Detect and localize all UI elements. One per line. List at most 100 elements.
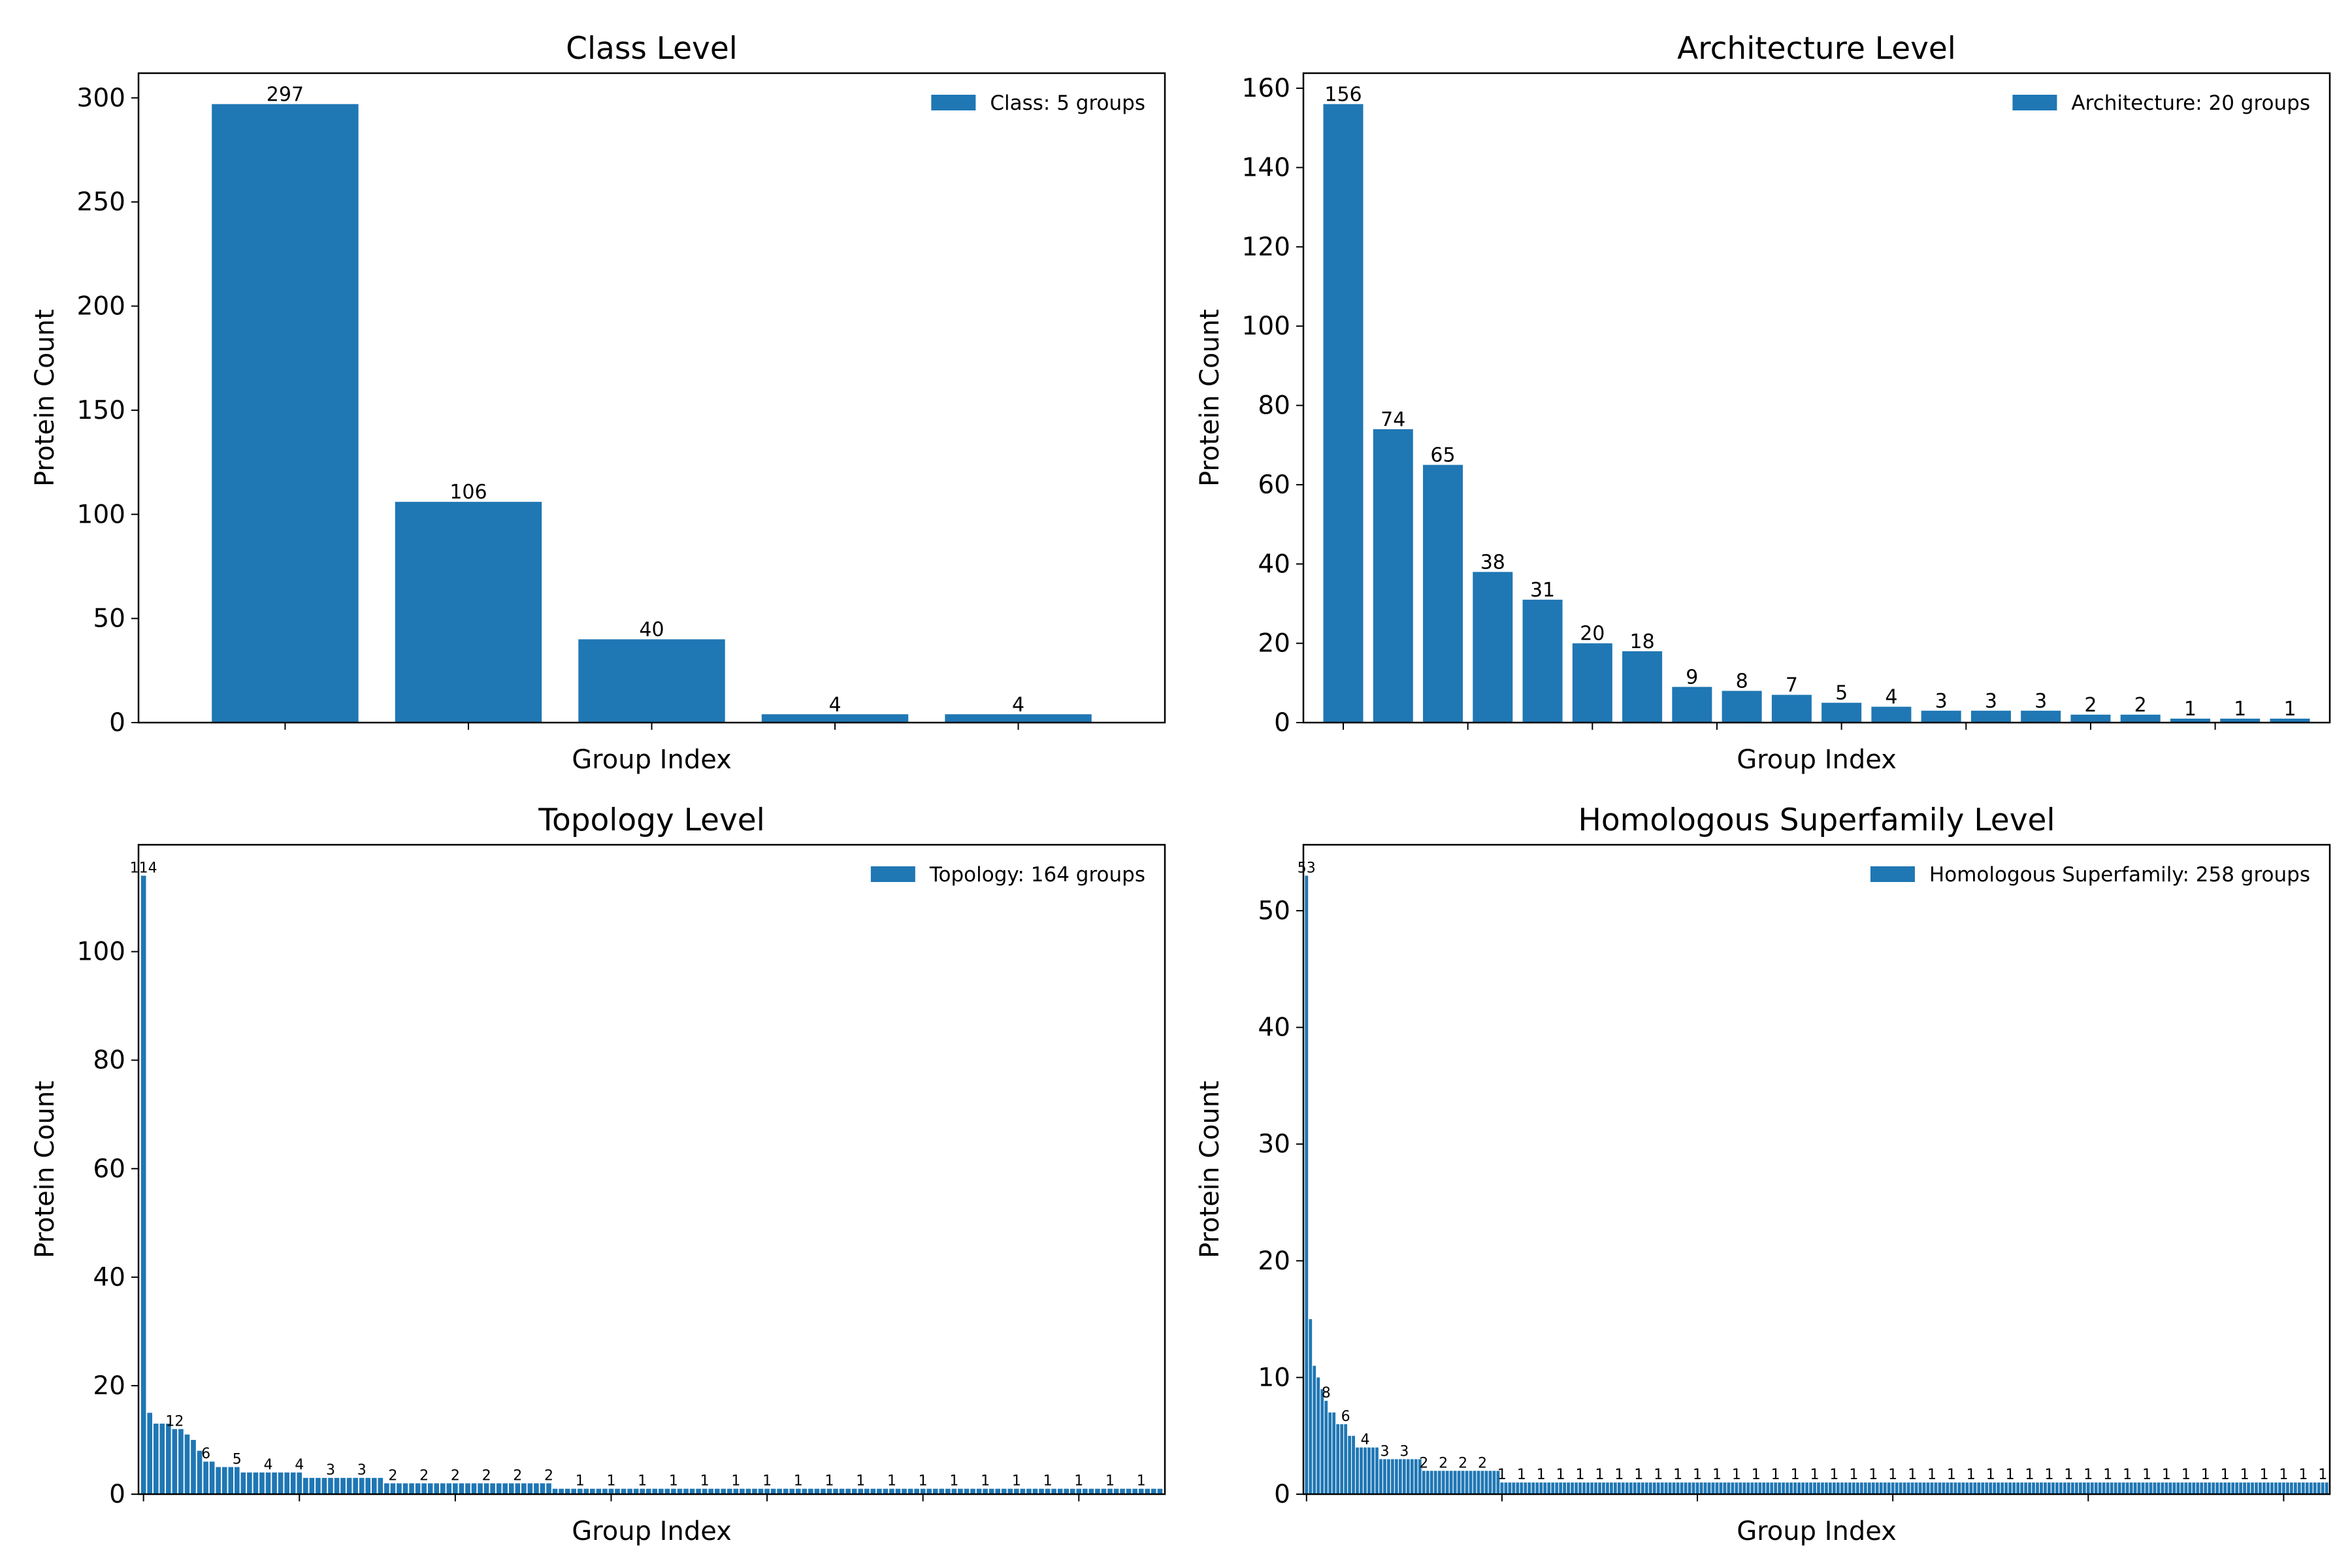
bar: [1750, 1482, 1754, 1494]
bar-value-label: 1: [1908, 1467, 1917, 1483]
y-tick-label: 40: [1258, 1013, 1290, 1043]
bar-value-label: 65: [1430, 444, 1455, 467]
bar-value-label: 114: [130, 860, 157, 876]
bar: [290, 1472, 296, 1494]
bar: [1543, 1482, 1547, 1494]
bar: [2055, 1482, 2059, 1494]
bar: [2317, 1482, 2321, 1494]
bar-value-label: 12: [165, 1413, 184, 1429]
bar: [1707, 1482, 1711, 1494]
bar-value-label: 8: [1736, 670, 1748, 693]
bar: [1508, 1482, 1512, 1494]
bar: [1477, 1471, 1480, 1494]
bar: [1719, 1482, 1723, 1494]
bar: [664, 1488, 670, 1494]
bar: [1371, 1447, 1375, 1494]
bar: [1422, 1471, 1426, 1494]
bar: [1633, 1482, 1637, 1494]
bar-value-label: 2: [451, 1467, 460, 1484]
bar: [2208, 1482, 2212, 1494]
bar-value-label: 1: [1693, 1467, 1702, 1483]
x-axis-label: Group Index: [572, 745, 732, 775]
bar: [1676, 1482, 1680, 1494]
bar: [1930, 1482, 1934, 1494]
bar: [2200, 1482, 2204, 1494]
bar: [147, 1413, 152, 1494]
bar: [1313, 1365, 1316, 1494]
y-tick-label: 200: [77, 292, 125, 321]
x-axis: [284, 723, 1019, 730]
bar-value-label: 1: [2044, 1467, 2053, 1483]
bar: [2227, 1482, 2231, 1494]
legend: Class: 5 groups: [931, 91, 1145, 115]
bar: [1590, 1482, 1593, 1494]
legend-swatch: [870, 866, 915, 882]
bar: [1910, 1482, 1914, 1494]
bar-value-label: 20: [1580, 623, 1605, 645]
bar: [895, 1488, 901, 1494]
bar-value-label: 53: [1298, 860, 1316, 876]
bar: [2110, 1482, 2114, 1494]
bar: [2063, 1482, 2066, 1494]
bar: [1057, 1488, 1063, 1494]
y-tick-label: 150: [77, 396, 125, 425]
bar: [764, 1488, 770, 1494]
bar: [272, 1472, 277, 1494]
bar: [696, 1488, 701, 1494]
bar: [976, 1488, 982, 1494]
bar: [2255, 1482, 2258, 1494]
bar: [1309, 1319, 1313, 1494]
bar: [1145, 1488, 1151, 1494]
bar: [2321, 1482, 2325, 1494]
bar: [197, 1450, 203, 1494]
bar: [640, 1488, 645, 1494]
bar-value-label: 2: [482, 1467, 491, 1484]
bar: [1602, 1482, 1605, 1494]
bar: [1101, 1488, 1107, 1494]
bar: [1423, 465, 1463, 723]
y-tick-label: 40: [1258, 549, 1290, 579]
bar: [2247, 1482, 2250, 1494]
bar: [645, 1488, 651, 1494]
bar-value-label: 1: [919, 1473, 928, 1490]
bar: [1887, 1482, 1891, 1494]
bar: [1316, 1377, 1320, 1494]
bar: [1402, 1459, 1406, 1494]
bar-value-label: 1: [2006, 1467, 2015, 1483]
bar: [1746, 1482, 1750, 1494]
bar-value-label: 1: [2142, 1467, 2151, 1483]
y-tick-label: 20: [93, 1371, 125, 1401]
bar: [415, 1483, 421, 1494]
bar: [515, 1483, 521, 1494]
bar: [1622, 651, 1663, 723]
legend-swatch: [931, 95, 976, 110]
bar: [1387, 1459, 1390, 1494]
bar-value-label: 1: [1829, 1467, 1838, 1483]
bar: [577, 1488, 583, 1494]
bar: [926, 1488, 932, 1494]
bar: [1711, 1482, 1715, 1494]
bar-value-label: 1: [2123, 1467, 2132, 1483]
bar-value-label: 1: [2064, 1467, 2073, 1483]
bar: [1500, 1482, 1504, 1494]
bar: [1809, 1482, 1812, 1494]
bar: [789, 1488, 795, 1494]
bar: [633, 1488, 639, 1494]
bar-value-label: 7: [1786, 674, 1798, 697]
bar: [1918, 1482, 1922, 1494]
bar: [427, 1483, 433, 1494]
bar: [1644, 1482, 1648, 1494]
bar-value-label: 1: [1791, 1467, 1800, 1483]
bar: [758, 1488, 764, 1494]
bar: [1770, 1482, 1774, 1494]
bar: [1668, 1482, 1672, 1494]
bar: [1480, 1471, 1484, 1494]
bar: [1406, 1459, 1410, 1494]
bar: [2305, 1482, 2309, 1494]
bar-value-label: 3: [2034, 690, 2047, 713]
bar: [2141, 1482, 2145, 1494]
bar: [1625, 1482, 1629, 1494]
bar-value-label: 3: [357, 1462, 367, 1478]
bar: [2004, 1482, 2008, 1494]
bar-value-label: 1: [1888, 1467, 1897, 1483]
